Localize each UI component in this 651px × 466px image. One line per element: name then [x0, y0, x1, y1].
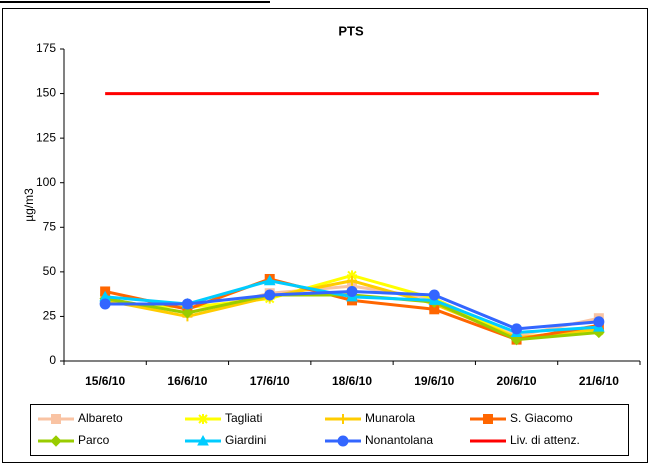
y-tick-label: 25 — [43, 309, 57, 323]
y-tick-label: 175 — [36, 41, 56, 55]
legend-marker — [338, 414, 348, 424]
x-tick-label: 21/6/10 — [579, 374, 619, 388]
data-point — [510, 333, 523, 346]
y-tick-label: 125 — [36, 130, 56, 144]
legend-label: Tagliati — [225, 411, 262, 425]
y-tick-label: 0 — [49, 353, 56, 367]
x-tick-label: 19/6/10 — [414, 374, 454, 388]
legend-label: S. Giacomo — [510, 411, 573, 425]
data-point — [346, 285, 358, 297]
data-point — [593, 316, 605, 328]
x-tick-label: 20/6/10 — [497, 374, 537, 388]
legend-marker — [337, 435, 349, 447]
x-tick-label: 15/6/10 — [85, 374, 125, 388]
legend-label: Liv. di attenz. — [510, 433, 580, 447]
legend-marker — [198, 414, 208, 424]
legend-marker — [197, 434, 209, 446]
legend-label: Albareto — [78, 411, 123, 425]
data-point — [181, 307, 194, 319]
legend-label: Nonantolana — [365, 433, 433, 447]
y-tick-label: 100 — [36, 175, 56, 189]
x-tick-label: 17/6/10 — [250, 374, 290, 388]
data-point — [181, 298, 193, 310]
legend-box — [30, 404, 629, 456]
data-point — [264, 289, 276, 301]
legend-label: Giardini — [225, 433, 266, 447]
data-point — [511, 323, 523, 335]
y-tick-label: 75 — [43, 219, 57, 233]
chart-frame — [2, 8, 648, 463]
data-point — [347, 275, 357, 286]
legend-marker — [483, 414, 493, 424]
data-point — [347, 270, 357, 281]
legend-label: Parco — [78, 433, 110, 447]
data-point — [263, 274, 276, 286]
y-tick-label: 150 — [36, 86, 56, 100]
y-tick-label: 50 — [43, 264, 57, 278]
data-point — [99, 298, 111, 310]
y-axis-label: µg/m3 — [22, 188, 36, 222]
x-tick-label: 16/6/10 — [167, 374, 207, 388]
chart-title: PTS — [338, 23, 364, 38]
data-point — [428, 289, 440, 301]
legend-label: Munarola — [365, 411, 415, 425]
legend-marker — [51, 414, 61, 424]
legend-marker — [50, 435, 62, 447]
x-tick-label: 18/6/10 — [332, 374, 372, 388]
